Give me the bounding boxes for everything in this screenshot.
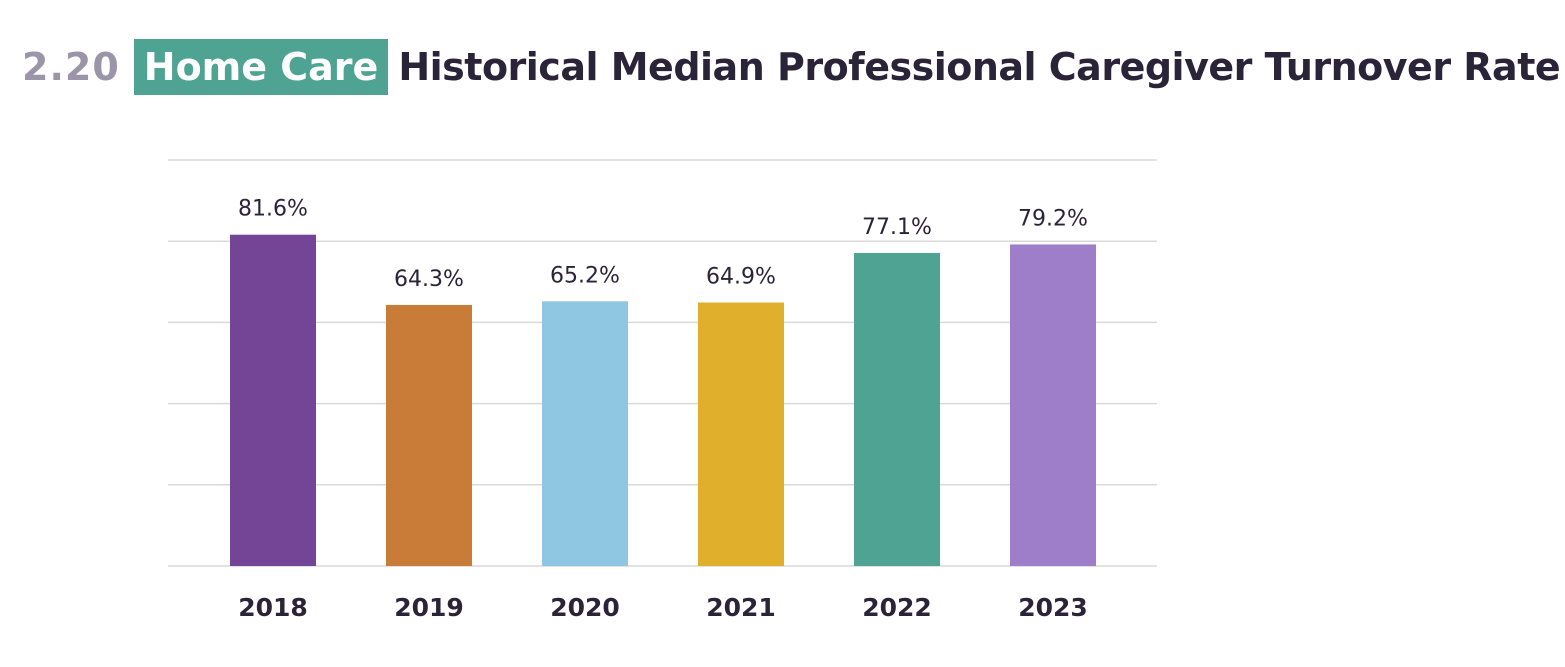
category-tag: Home Care: [133, 39, 389, 95]
bar: [542, 301, 628, 566]
chart-title: Historical Median Professional Caregiver…: [398, 45, 1561, 89]
x-tick-label: 2018: [238, 593, 308, 622]
data-label: 77.1%: [862, 215, 932, 240]
bar: [698, 302, 784, 566]
bar: [386, 304, 472, 566]
data-label: 81.6%: [238, 197, 308, 222]
data-label: 64.3%: [394, 267, 464, 292]
x-tick-label: 2022: [862, 593, 932, 622]
figure-number: 2.20: [22, 45, 120, 89]
bar: [854, 252, 940, 566]
data-label: 64.9%: [706, 265, 776, 290]
x-tick-label: 2020: [550, 593, 620, 622]
data-label: 79.2%: [1018, 206, 1088, 231]
bar: [230, 234, 316, 567]
chart-header: 2.20 Home Care Historical Median Profess…: [22, 38, 1561, 96]
x-tick-label: 2021: [706, 593, 776, 622]
x-tick-label: 2023: [1018, 593, 1088, 622]
x-tick-label: 2019: [394, 593, 464, 622]
data-label: 65.2%: [550, 263, 620, 288]
bar: [1010, 244, 1096, 566]
